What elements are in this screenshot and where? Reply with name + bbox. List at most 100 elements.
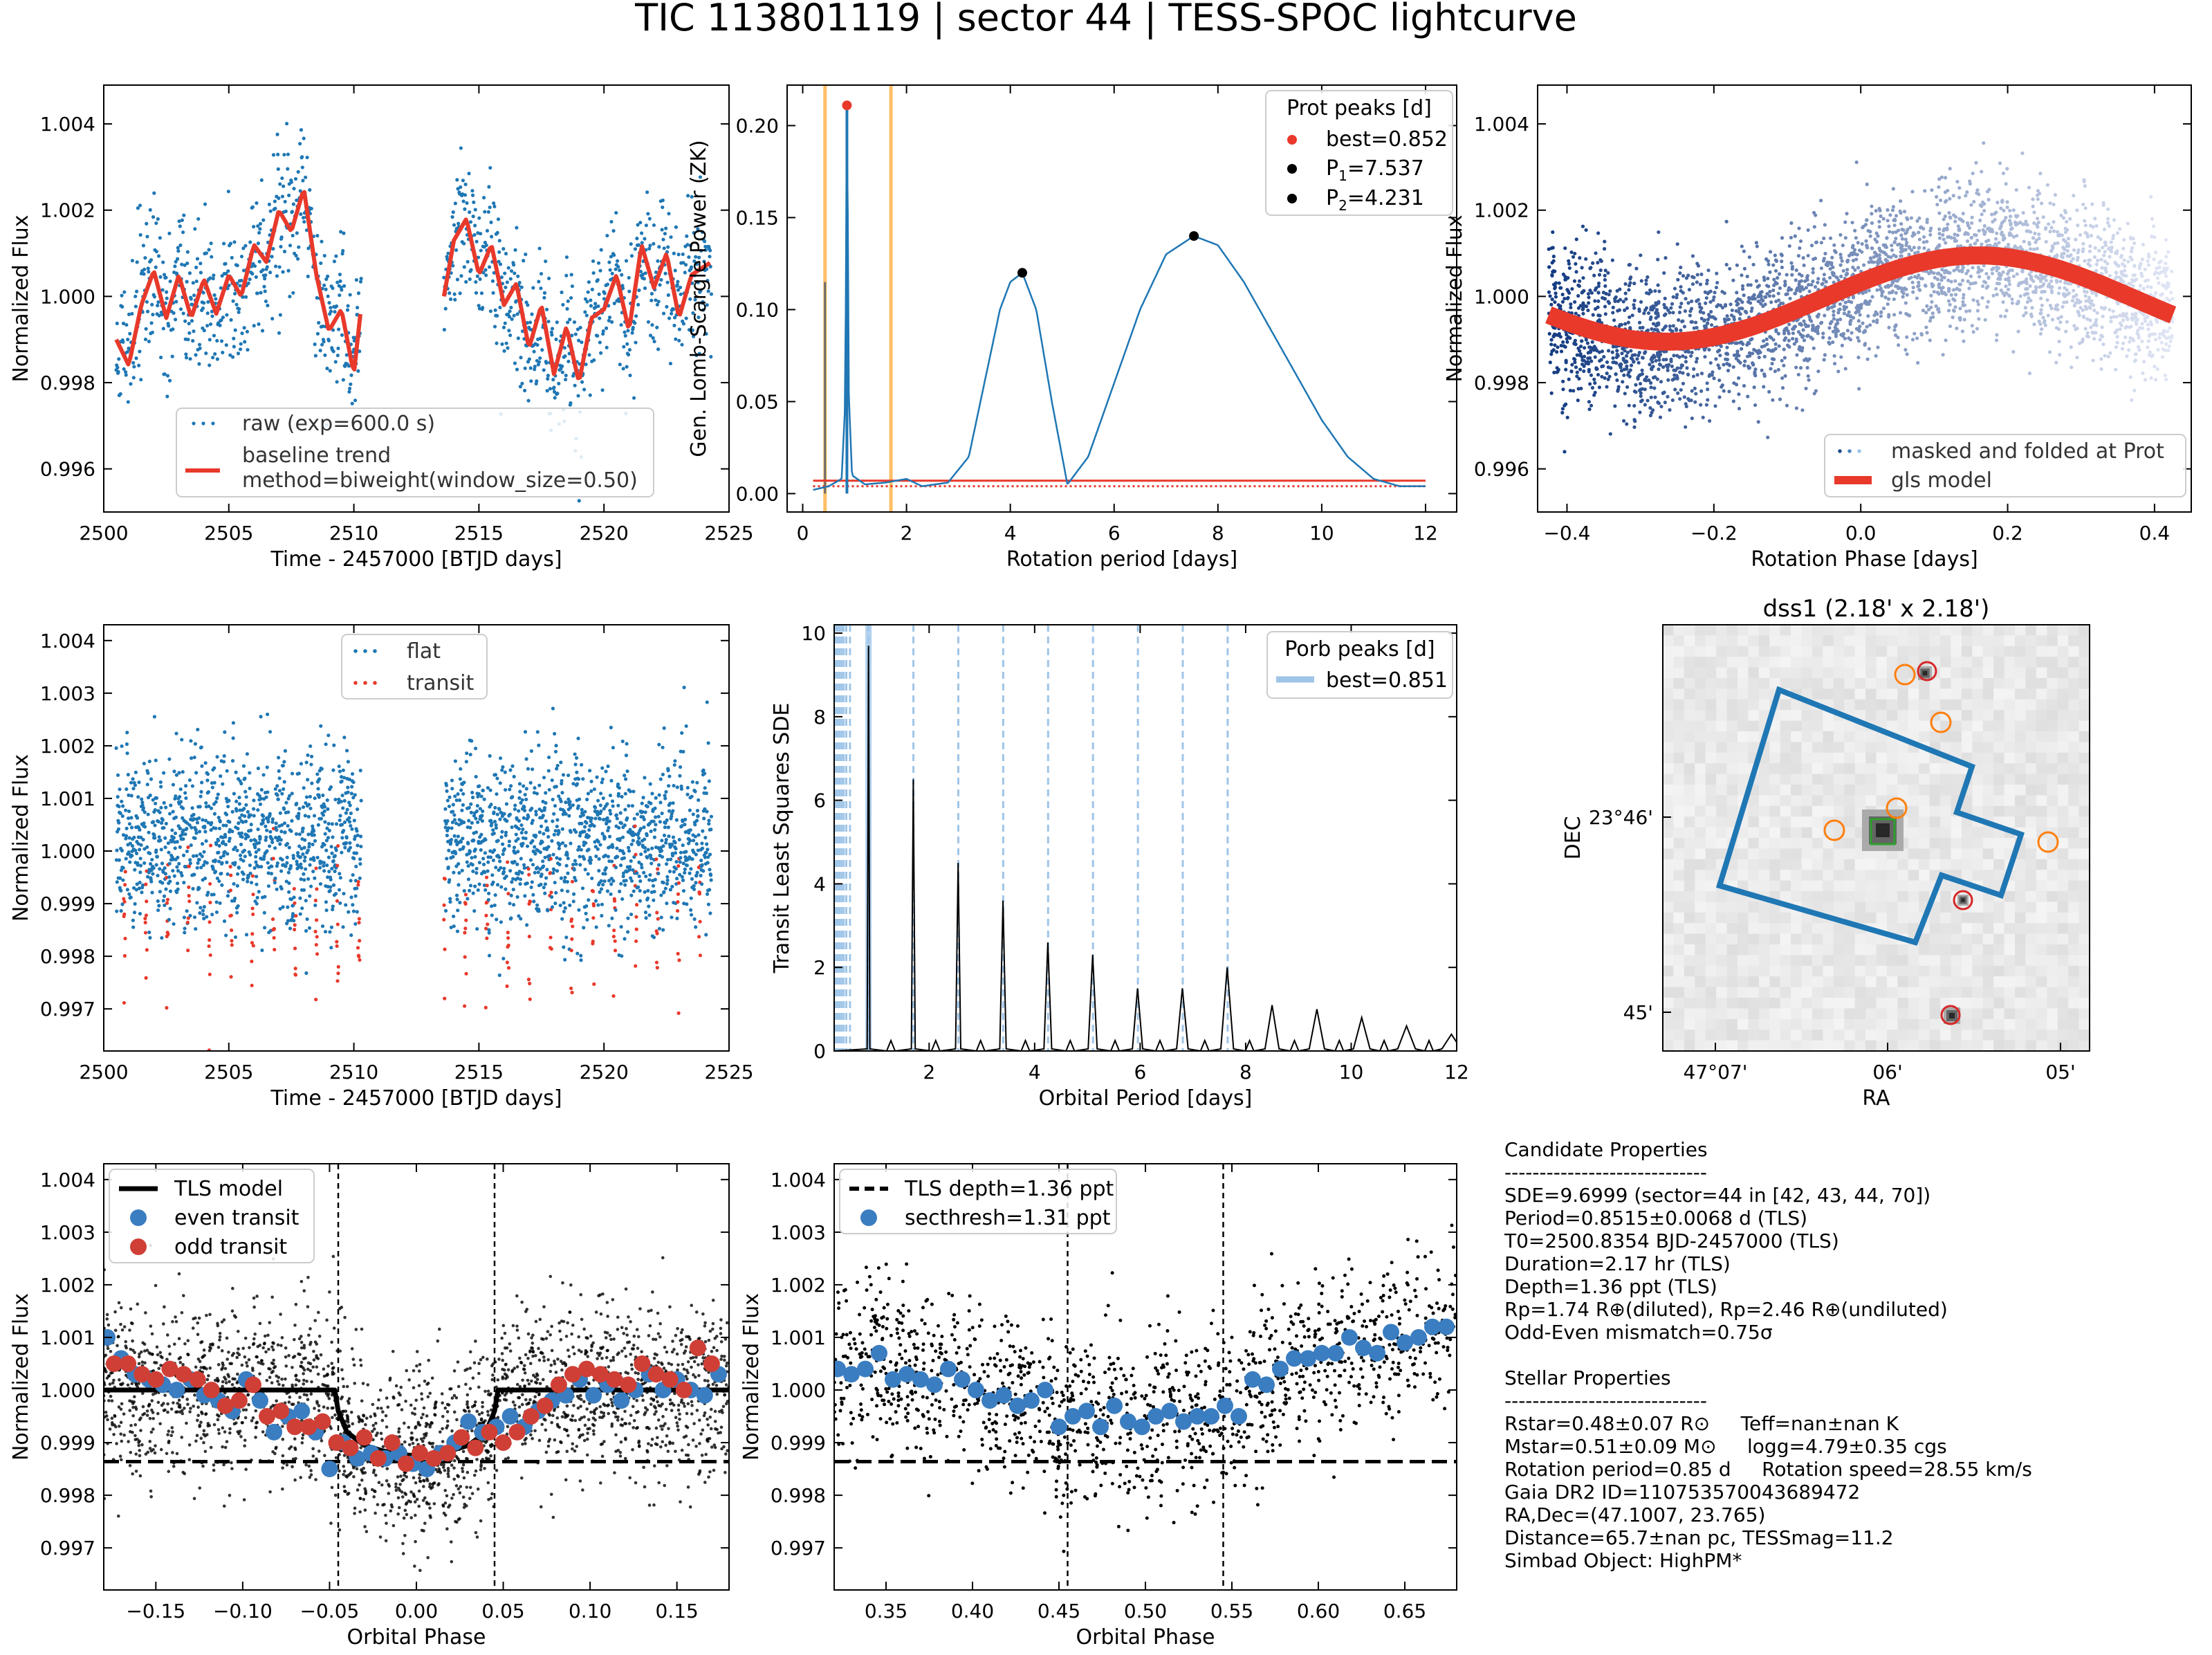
- fold-point: [1745, 342, 1749, 347]
- fold-point: [2146, 263, 2151, 267]
- fold-point: [2032, 221, 2036, 226]
- fold-point: [1637, 360, 1641, 365]
- raw-point: [130, 259, 135, 263]
- fold-point: [2037, 237, 2041, 241]
- fold-point: [1671, 295, 1675, 299]
- fold-point: [2149, 285, 2153, 289]
- flat-point: [129, 816, 133, 820]
- fold-point: [1953, 298, 1957, 302]
- fold-point: [1998, 161, 2002, 165]
- raw-point: [254, 275, 258, 279]
- raw-point: [239, 342, 243, 346]
- flat-point: [191, 886, 195, 891]
- fold-point: [1684, 355, 1688, 360]
- flat-point: [189, 843, 193, 848]
- fold-point: [1913, 331, 1917, 336]
- fold-point: [1951, 308, 1955, 313]
- raw-point: [124, 373, 128, 377]
- flat-point: [119, 868, 124, 872]
- fold-point: [1949, 280, 1953, 284]
- fold-point: [2038, 296, 2043, 300]
- fold-point: [1841, 268, 1845, 273]
- raw-point: [286, 152, 291, 156]
- raw-point: [320, 239, 324, 244]
- fold-point: [2057, 339, 2061, 344]
- raw-point: [604, 326, 609, 330]
- fold-point: [1807, 282, 1811, 287]
- raw-point: [563, 354, 567, 358]
- raw-point: [498, 305, 502, 310]
- fold-point: [1760, 368, 1764, 372]
- fold-point: [2128, 375, 2132, 379]
- fold-point: [2074, 293, 2079, 298]
- fold-point: [1896, 243, 1900, 247]
- raw-point: [462, 265, 466, 269]
- fold-point: [2130, 312, 2135, 316]
- fold-point: [1830, 271, 1834, 275]
- fold-point: [2167, 298, 2172, 302]
- raw-point: [284, 209, 288, 214]
- fold-point: [1576, 399, 1580, 403]
- raw-point: [276, 152, 280, 156]
- raw-point: [643, 271, 647, 275]
- raw-point: [697, 351, 701, 356]
- fold-point: [1928, 228, 1933, 233]
- raw-point: [532, 349, 536, 354]
- flat-point: [131, 925, 136, 929]
- raw-point: [484, 243, 488, 248]
- fold-point: [1806, 228, 1810, 232]
- fold-point: [2002, 219, 2007, 223]
- fold-point: [1892, 328, 1897, 332]
- raw-point: [290, 210, 295, 214]
- fold-point: [1639, 279, 1643, 283]
- fold-point: [2094, 320, 2098, 324]
- fold-point: [2141, 326, 2145, 330]
- fold-point: [1659, 404, 1663, 409]
- raw-point: [255, 291, 259, 295]
- fold-point: [1600, 374, 1604, 379]
- fold-point: [1913, 251, 1917, 255]
- fold-point: [1906, 217, 1910, 221]
- raw-point: [607, 318, 611, 322]
- fold-point: [1938, 198, 1943, 203]
- fold-point: [1771, 348, 1775, 352]
- fold-point: [2038, 311, 2043, 316]
- raw-point: [575, 327, 580, 331]
- fold-point: [1847, 310, 1851, 314]
- flat-point: [129, 895, 133, 899]
- fold-point: [2109, 320, 2113, 324]
- fold-point: [1715, 304, 1719, 309]
- fold-point: [1624, 297, 1628, 301]
- gls-p2-peak-marker: [1017, 268, 1028, 278]
- fold-point: [1960, 329, 1965, 333]
- raw-point: [265, 265, 269, 269]
- fold-point: [1877, 261, 1881, 265]
- fold-point: [1803, 279, 1807, 284]
- flat-point: [162, 825, 166, 830]
- fold-point: [1630, 313, 1634, 318]
- fold-point: [1702, 348, 1707, 352]
- fold-point: [2063, 247, 2067, 252]
- raw-point: [320, 342, 324, 347]
- fold-point: [1712, 316, 1716, 320]
- fold-point: [1765, 291, 1769, 296]
- fold-point: [1567, 262, 1572, 266]
- fold-point: [1957, 217, 1962, 221]
- fold-point: [2084, 299, 2088, 303]
- raw-point: [187, 322, 191, 326]
- fold-point: [1578, 367, 1583, 372]
- fold-point: [1730, 308, 1734, 313]
- flat-point: [176, 855, 180, 859]
- fold-point: [1591, 313, 1595, 317]
- fold-point: [1845, 259, 1850, 263]
- raw-point: [560, 290, 564, 295]
- fold-point: [1902, 210, 1907, 214]
- fold-point: [2066, 237, 2070, 241]
- flat-point: [180, 873, 184, 878]
- fold-point: [1872, 255, 1876, 259]
- fold-point: [2081, 308, 2085, 312]
- raw-point: [288, 244, 293, 248]
- flat-point: [194, 771, 199, 775]
- fold-point: [1937, 232, 1942, 236]
